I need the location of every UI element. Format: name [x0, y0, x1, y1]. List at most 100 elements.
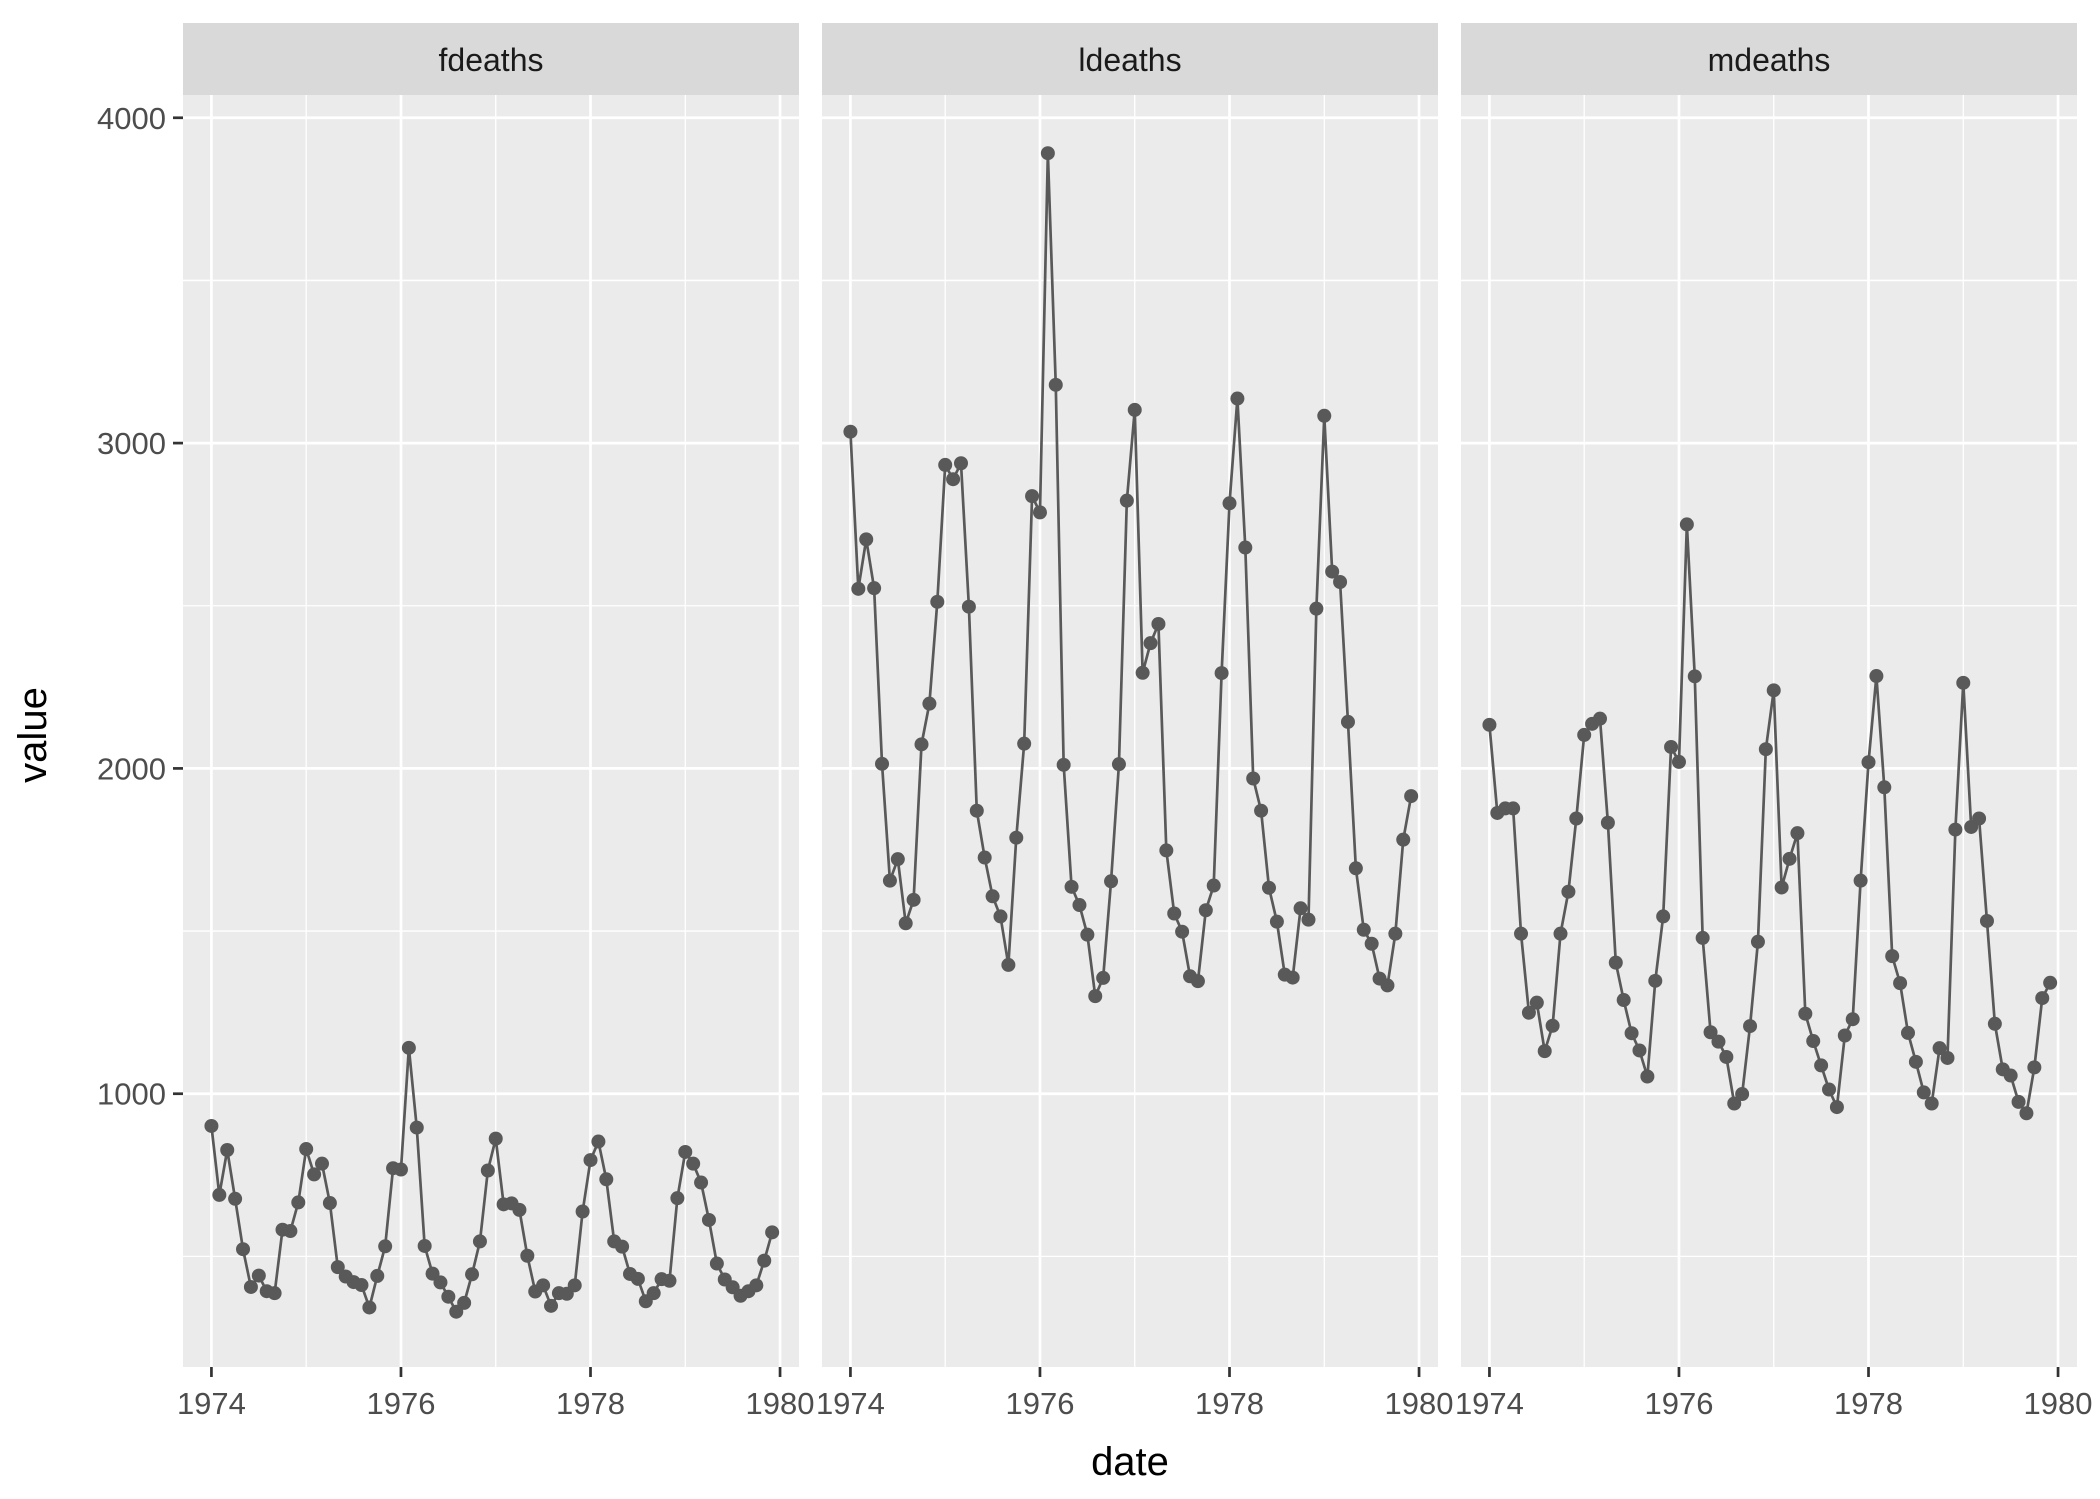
- data-point: [1893, 976, 1908, 991]
- data-point: [1806, 1034, 1821, 1049]
- data-point: [283, 1224, 298, 1239]
- data-point: [1987, 1016, 2002, 1031]
- data-point: [488, 1131, 503, 1146]
- data-point: [236, 1242, 251, 1257]
- data-point: [480, 1163, 495, 1178]
- facet-label: fdeaths: [439, 42, 544, 78]
- data-point: [441, 1289, 456, 1304]
- data-point: [2011, 1094, 2026, 1109]
- x-tick-label: 1980: [1385, 1386, 1454, 1421]
- data-point: [362, 1300, 377, 1315]
- data-point: [1119, 493, 1134, 508]
- x-tick-label: 1974: [1455, 1386, 1524, 1421]
- data-point: [914, 737, 929, 752]
- data-point: [1293, 901, 1308, 916]
- data-point: [291, 1195, 306, 1210]
- data-point: [615, 1239, 630, 1254]
- y-axis-label: value: [11, 687, 55, 783]
- data-point: [1774, 880, 1789, 895]
- data-point: [898, 916, 913, 931]
- data-point: [1309, 601, 1324, 616]
- data-point: [859, 532, 874, 547]
- data-point: [646, 1286, 661, 1301]
- data-point: [299, 1142, 314, 1157]
- data-point: [851, 581, 866, 596]
- data-point: [1325, 564, 1340, 579]
- data-point: [961, 599, 976, 614]
- data-point: [1096, 970, 1111, 985]
- data-point: [591, 1134, 606, 1149]
- data-point: [1632, 1043, 1647, 1058]
- data-point: [1727, 1096, 1742, 1111]
- data-point: [678, 1144, 693, 1159]
- data-point: [1214, 666, 1229, 681]
- data-point: [906, 892, 921, 907]
- data-point: [1900, 1025, 1915, 1040]
- data-point: [701, 1212, 716, 1227]
- y-tick-label: 4000: [97, 101, 166, 136]
- data-point: [544, 1298, 559, 1313]
- data-point: [1790, 826, 1805, 841]
- data-point: [1719, 1049, 1734, 1064]
- data-point: [1853, 873, 1868, 888]
- data-point: [1932, 1041, 1947, 1056]
- data-point: [1837, 1028, 1852, 1043]
- data-point: [1001, 957, 1016, 972]
- data-point: [977, 850, 992, 865]
- data-point: [1356, 922, 1371, 937]
- data-point: [575, 1204, 590, 1219]
- data-point: [930, 594, 945, 609]
- data-point: [1198, 903, 1213, 918]
- data-point: [1829, 1100, 1844, 1115]
- data-point: [1285, 970, 1300, 985]
- data-point: [843, 424, 858, 439]
- data-point: [307, 1167, 322, 1182]
- data-point: [393, 1162, 408, 1177]
- data-point: [1869, 669, 1884, 684]
- data-point: [1877, 780, 1892, 795]
- data-point: [946, 472, 961, 487]
- data-point: [662, 1273, 677, 1288]
- data-point: [567, 1278, 582, 1293]
- data-point: [694, 1175, 709, 1190]
- data-point: [2035, 991, 2050, 1006]
- data-point: [512, 1202, 527, 1217]
- data-point: [370, 1268, 385, 1283]
- data-point: [322, 1196, 337, 1211]
- data-point: [1333, 575, 1348, 590]
- x-axis-label: date: [1091, 1440, 1169, 1484]
- data-point: [1135, 665, 1150, 680]
- x-tick-label: 1980: [746, 1386, 815, 1421]
- data-point: [1979, 913, 1994, 928]
- data-point: [243, 1279, 258, 1294]
- data-point: [1506, 801, 1521, 816]
- x-tick-label: 1978: [556, 1386, 625, 1421]
- data-point: [1269, 914, 1284, 929]
- data-point: [1380, 978, 1395, 993]
- data-point: [1009, 830, 1024, 845]
- data-point: [765, 1225, 780, 1240]
- data-point: [1743, 1019, 1758, 1034]
- data-point: [1624, 1026, 1639, 1041]
- data-point: [953, 456, 968, 471]
- data-point: [985, 889, 1000, 904]
- series-line-ldeaths: [849, 153, 1413, 1002]
- data-point: [1151, 616, 1166, 631]
- data-point: [417, 1238, 432, 1253]
- data-point: [1222, 496, 1237, 511]
- data-point: [1104, 874, 1119, 889]
- data-point: [1545, 1018, 1560, 1033]
- data-point: [1750, 934, 1765, 949]
- data-point: [875, 756, 890, 771]
- data-point: [1364, 936, 1379, 951]
- data-point: [1600, 815, 1615, 830]
- data-point: [599, 1172, 614, 1187]
- data-point: [670, 1191, 685, 1206]
- data-point: [1111, 757, 1126, 772]
- data-point: [1671, 754, 1686, 769]
- data-point: [1301, 912, 1316, 927]
- data-point: [1569, 811, 1584, 826]
- data-point: [993, 909, 1008, 924]
- facet-strip: [822, 23, 1438, 95]
- x-tick-label: 1980: [2024, 1386, 2093, 1421]
